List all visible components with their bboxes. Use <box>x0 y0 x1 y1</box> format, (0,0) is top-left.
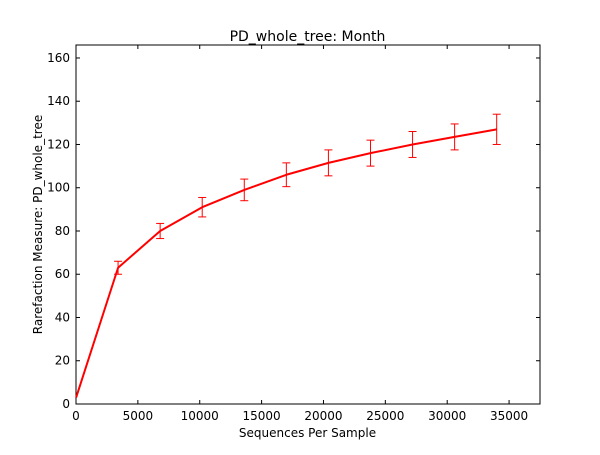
y-tick-label: 120 <box>47 137 70 151</box>
y-tick-label: 160 <box>47 51 70 65</box>
y-tick-label: 80 <box>55 224 70 238</box>
x-axis-label: Sequences Per Sample <box>239 426 376 440</box>
x-tick-label: 15000 <box>243 409 281 423</box>
x-tick-label: 25000 <box>366 409 404 423</box>
x-tick-label: 10000 <box>181 409 219 423</box>
x-tick-label: 5000 <box>123 409 154 423</box>
series-lines <box>75 128 497 398</box>
error-bar <box>492 113 501 145</box>
y-axis-ticks: 0 20 40 60 80 100 120 140 160 <box>47 51 540 411</box>
y-tick-label: 40 <box>55 310 70 324</box>
plot-frame <box>75 44 541 405</box>
y-tick-label: 100 <box>47 181 70 195</box>
x-tick-label: 30000 <box>428 409 466 423</box>
x-tick-label: 35000 <box>490 409 528 423</box>
x-axis-ticks: 0 5000 10000 15000 20000 25000 30000 35000 <box>72 45 528 423</box>
y-tick-label: 20 <box>55 354 70 368</box>
y-tick-label: 60 <box>55 267 70 281</box>
series-line <box>75 128 497 398</box>
chart-title: PD_whole_tree: Month <box>230 29 386 45</box>
y-axis-label: Rarefaction Measure: PD_whole_tree <box>31 115 45 334</box>
y-tick-label: 0 <box>62 397 70 411</box>
x-tick-label: 0 <box>72 409 80 423</box>
x-tick-label: 20000 <box>304 409 342 423</box>
y-tick-label: 140 <box>47 94 70 108</box>
plot-area <box>75 44 541 405</box>
